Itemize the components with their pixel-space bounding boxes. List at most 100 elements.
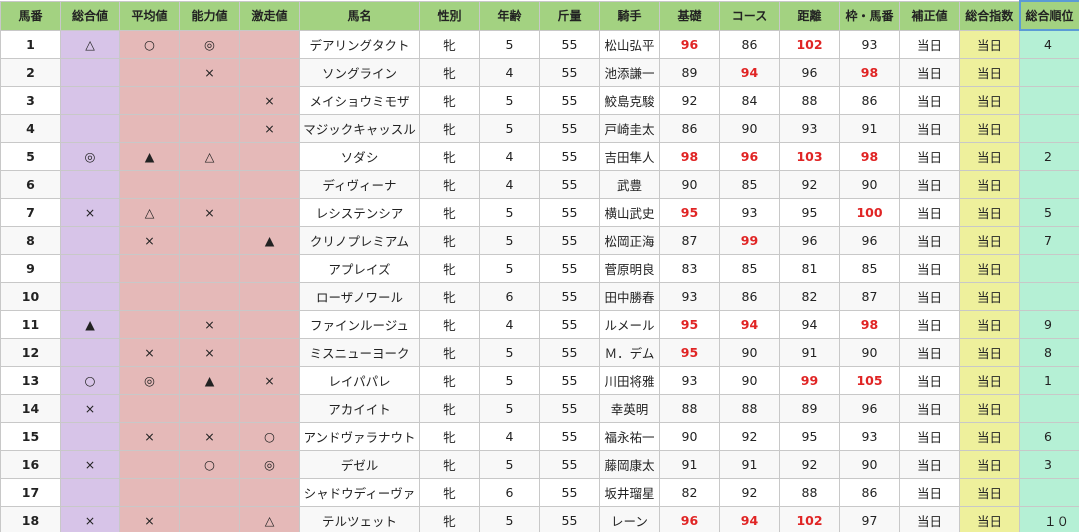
table-cell: 当日 [959,29,1020,59]
table-cell: 牝 [419,142,480,171]
table-cell: 菅原明良 [599,254,660,283]
column-header: 総合順位 [1018,0,1079,31]
table-cell: 96 [839,394,900,423]
table-cell: 91 [779,338,840,367]
table-cell: 牝 [419,226,480,255]
table-cell: 94 [719,506,780,532]
table-cell: 池添謙一 [599,58,660,87]
table-row: 10 ローザノワール牝 6 55 田中勝春 93 86 82 87 当日 当日 [0,282,1079,311]
table-cell: 5 [479,394,540,423]
table-cell: 94 [779,310,840,339]
table-cell: 87 [839,282,900,311]
table-cell: 6 [479,478,540,507]
table-cell: 牝 [419,198,480,227]
table-cell: 55 [539,282,600,311]
table-cell: 6 [0,170,61,199]
table-cell: 94 [719,310,780,339]
table-cell: ◎ [239,450,300,479]
table-cell: 当日 [899,282,960,311]
table-cell: 当日 [899,226,960,255]
table-cell: 85 [719,254,780,283]
column-header: 補正値 [899,0,960,31]
table-cell [60,254,120,283]
table-cell: 87 [659,226,720,255]
table-cell [60,86,120,115]
table-cell: 当日 [959,450,1020,479]
table-cell [179,394,240,423]
table-cell: 当日 [899,254,960,283]
column-header: 平均値 [119,0,180,31]
table-cell: 当日 [899,170,960,199]
table-cell: ローザノワール [299,282,420,311]
table-cell: 55 [539,310,600,339]
table-cell: × [179,58,240,87]
table-cell: 当日 [959,198,1020,227]
table-cell: 15 [0,422,61,451]
table-cell: 10 [0,282,61,311]
table-cell: 5 [479,114,540,143]
table-cell: ○ [239,422,300,451]
table-cell: 12 [0,338,61,367]
table-cell: 90 [719,366,780,395]
table-cell [179,114,240,143]
table-cell: 55 [539,450,600,479]
table-cell: 9 [0,254,61,283]
table-cell: レシステンシア [299,198,420,227]
table-cell [119,86,180,115]
table-cell: 11 [0,310,61,339]
table-cell: 当日 [959,478,1020,507]
table-cell [179,478,240,507]
table-cell: 86 [719,29,780,59]
table-cell: 5 [479,338,540,367]
table-cell: 86 [839,478,900,507]
table-cell: 55 [539,366,600,395]
table-cell [60,422,120,451]
table-cell: 102 [779,29,840,59]
table-cell: 17 [0,478,61,507]
table-row: 17 シャドウディーヴァ牝 6 55 坂井瑠星 82 92 88 86 当日 当日 [0,478,1079,507]
table-cell: 4 [1019,29,1079,59]
table-cell: 藤岡康太 [599,450,660,479]
table-cell: 98 [839,310,900,339]
table-cell: 93 [839,422,900,451]
column-header: 総合値 [60,0,120,31]
table-cell: 当日 [959,254,1020,283]
table-cell: 90 [839,170,900,199]
table-cell: 6 [479,282,540,311]
table-cell [119,254,180,283]
table-cell: 55 [539,226,600,255]
table-cell: 当日 [959,114,1020,143]
table-cell: 98 [839,58,900,87]
table-cell: 4 [479,58,540,87]
table-cell: 1 [1019,366,1079,395]
table-cell: 5 [479,254,540,283]
table-row: 7 × △ × レシステンシア牝 5 55 横山武史 95 93 95 100 当日 当日 5 [0,198,1079,227]
table-cell: 牝 [419,114,480,143]
table-cell [60,58,120,87]
table-cell [1019,86,1079,115]
column-header: 基礎 [659,0,720,31]
table-cell: 85 [719,170,780,199]
table-cell: 牝 [419,58,480,87]
table-cell: テルツェット [299,506,420,532]
table-cell: 8 [1019,338,1079,367]
table-cell: 5 [1019,198,1079,227]
table-cell: 18 [0,506,61,532]
table-cell: 83 [659,254,720,283]
table-cell: 牝 [419,254,480,283]
table-cell [119,450,180,479]
table-cell: 1 [0,29,61,59]
table-cell: 当日 [899,86,960,115]
table-cell: 当日 [899,506,960,532]
table-cell: 14 [0,394,61,423]
table-cell: 当日 [959,394,1020,423]
table-cell: × [119,506,180,532]
table-cell [60,226,120,255]
table-row: 15 × × ○ アンドヴァラナウト牝 4 55 福永祐一 90 92 95 93 当日 当日 6 [0,422,1079,451]
table-cell: 99 [719,226,780,255]
table-cell: 88 [659,394,720,423]
table-cell: 牝 [419,310,480,339]
table-cell: 当日 [959,226,1020,255]
table-cell: 91 [659,450,720,479]
